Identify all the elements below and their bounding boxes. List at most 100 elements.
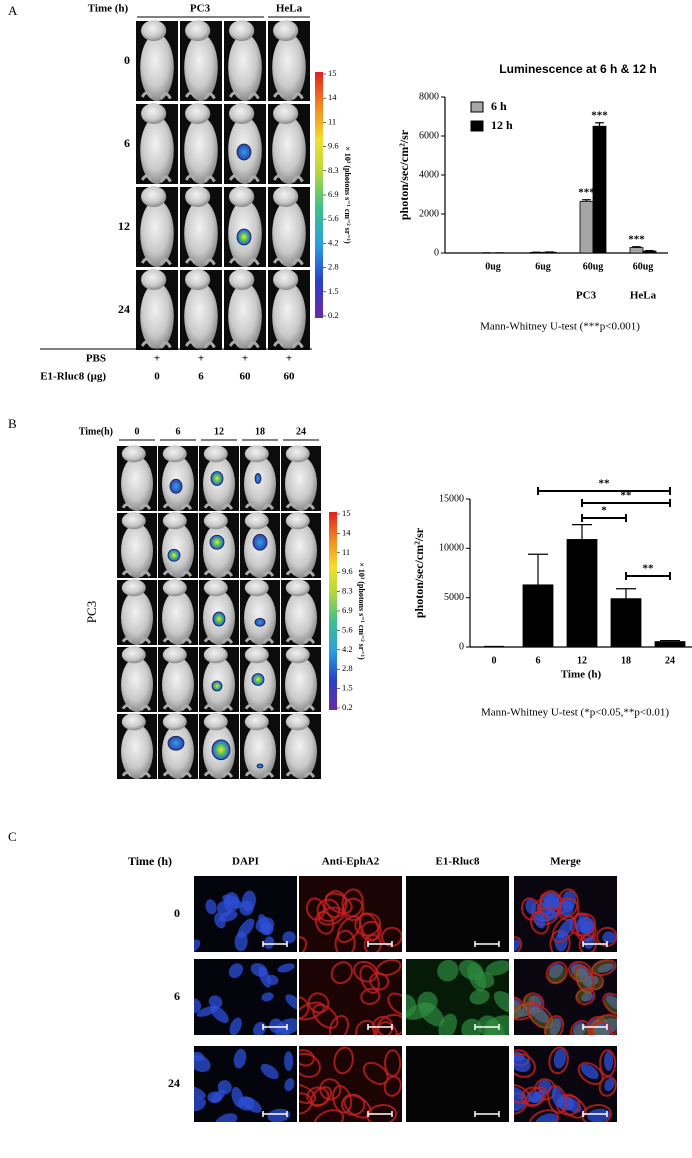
pbs-mark: +: [242, 353, 248, 365]
mouse-leg: [121, 637, 152, 644]
mouse-body: [285, 456, 317, 512]
mouse-head: [162, 713, 187, 731]
time-label: 6: [176, 426, 181, 437]
colorbar-tick-label: 9.6: [328, 141, 339, 151]
colorbar-tick-label: 5.6: [328, 213, 339, 223]
membrane: [590, 1021, 614, 1035]
colorbar-tick-label: 11: [342, 547, 350, 557]
nucleus: [549, 1017, 562, 1035]
pbs-mark: +: [286, 353, 292, 365]
row-label: 0: [174, 906, 180, 920]
channel-header: Anti-EphA2: [322, 856, 380, 868]
time-label: 0: [135, 426, 140, 437]
nucleus: [284, 1051, 294, 1072]
cells: [194, 963, 297, 1035]
nucleus: [530, 1005, 549, 1023]
mouse-body: [184, 33, 218, 101]
membrane: [313, 1109, 345, 1122]
mouse-body: [121, 456, 153, 512]
mouse-head: [185, 20, 211, 41]
membrane: [598, 1075, 617, 1097]
bar: [654, 641, 686, 648]
mouse-body: [272, 33, 306, 101]
time-header: Time (h): [88, 3, 129, 15]
mouse-head: [229, 269, 255, 290]
micrograph: [406, 876, 509, 952]
membrane: [363, 934, 382, 952]
nucleus: [228, 963, 244, 979]
micrograph: [194, 1046, 297, 1122]
mouse-head: [203, 512, 228, 530]
mouse-leg: [285, 771, 316, 778]
cell-line: PC3: [84, 601, 99, 623]
nucleus: [214, 1113, 238, 1122]
scale-bar: [262, 941, 288, 947]
scale-bar: [582, 1111, 608, 1117]
membrane: [521, 1086, 545, 1107]
overlay: [592, 960, 614, 974]
signal: [210, 471, 224, 486]
mouse-body: [244, 724, 276, 779]
x-tick-label: 0ug: [485, 261, 501, 272]
mouse-leg: [140, 91, 172, 100]
membrane: [340, 1093, 366, 1116]
mouse-body: [140, 116, 174, 184]
mouse-head: [273, 103, 299, 124]
mouse-head: [185, 103, 211, 124]
signal: [251, 673, 265, 686]
pbs-mark: +: [198, 353, 204, 365]
scale-bar: [367, 1024, 393, 1030]
cells: [194, 890, 296, 952]
significance: **: [599, 478, 611, 490]
mouse-head: [121, 646, 146, 664]
mouse-leg: [244, 771, 275, 778]
mouse-leg: [244, 704, 275, 711]
nucleus: [214, 912, 226, 929]
nucleus: [534, 912, 546, 929]
mouse-leg: [203, 704, 234, 711]
nucleus: [602, 931, 616, 944]
x-tick-label: 12: [577, 655, 587, 666]
micrograph: [299, 1046, 402, 1122]
dose: 60: [284, 371, 296, 383]
nucleus: [194, 1054, 211, 1073]
nucleus: [233, 1048, 247, 1069]
mouse-leg: [228, 340, 260, 349]
micrograph: [194, 959, 297, 1035]
cells: [299, 888, 402, 952]
mouse-head: [162, 512, 187, 530]
scale-bar: [262, 1111, 288, 1117]
membrane: [299, 996, 310, 1020]
y-axis-label: photon/sec/cm²/sr: [397, 129, 411, 220]
overlay: [575, 968, 593, 994]
row-label: 24: [168, 1076, 180, 1090]
colorbar-tick-label: 2.8: [342, 663, 353, 673]
significance: **: [621, 490, 633, 502]
mouse-leg: [162, 704, 193, 711]
nucleus: [581, 992, 594, 1002]
nucleus: [231, 1086, 244, 1108]
membrane: [514, 1052, 536, 1078]
mouse-body: [140, 33, 174, 101]
nucleus: [277, 963, 295, 973]
mouse-head: [244, 646, 269, 664]
mouse-leg: [244, 637, 275, 644]
membrane: [334, 929, 356, 952]
membrane: [328, 1015, 350, 1035]
mouse-head: [229, 20, 255, 41]
mouse-head: [121, 713, 146, 731]
group-header: HeLa: [276, 3, 303, 15]
mouse-leg: [203, 503, 234, 510]
error-bar: [582, 199, 591, 202]
cells: [514, 888, 617, 952]
mouse-head: [229, 103, 255, 124]
mouse-body: [162, 724, 194, 779]
y-tick-label: 0: [459, 641, 464, 652]
colorbar-tick-label: 1.5: [328, 286, 339, 296]
mouse-body: [285, 724, 317, 779]
mouse-leg: [272, 91, 304, 100]
membrane: [387, 992, 402, 1016]
dose: 60: [240, 371, 252, 383]
nucleus: [514, 1054, 531, 1073]
membrane: [547, 1085, 568, 1114]
